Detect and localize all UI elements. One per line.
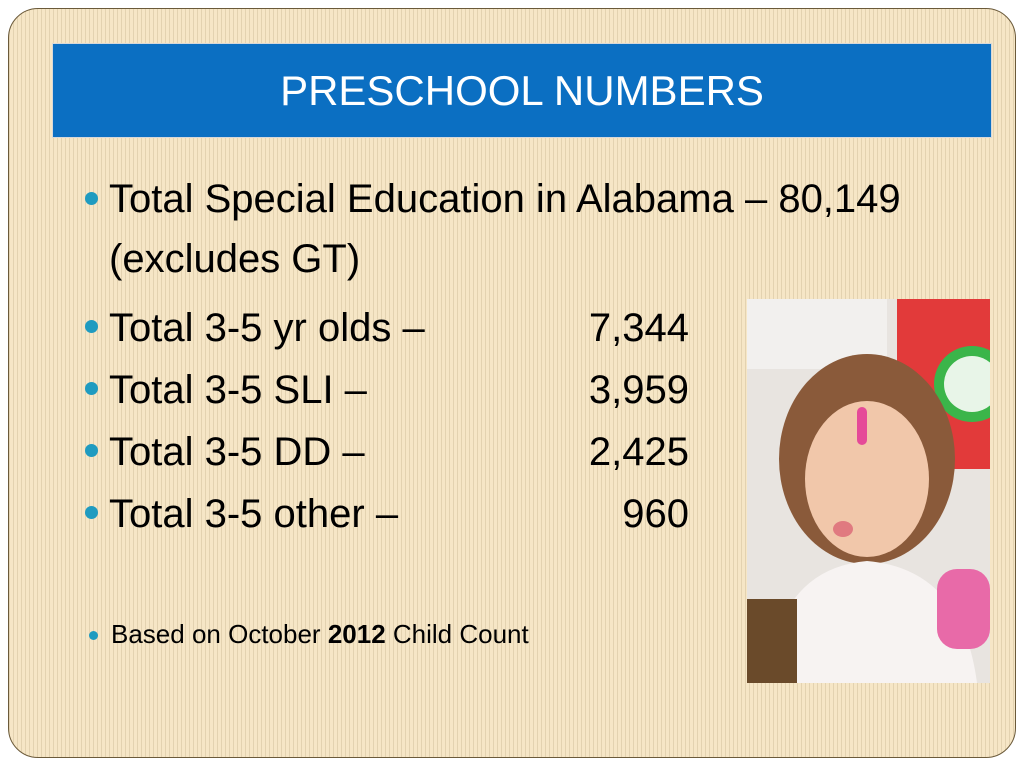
bullet-label: Total 3-5 yr olds – — [109, 306, 425, 350]
bullet-list: Total Special Education in Alabama – 80,… — [79, 169, 959, 545]
note-text: Based on October — [111, 619, 321, 649]
title-bar: PRESCHOOL NUMBERS — [52, 43, 992, 138]
shirt — [767, 561, 977, 683]
bullet: Total 3-5 DD – 2,425 — [79, 421, 959, 483]
bullet-label: Total 3-5 DD – — [109, 430, 365, 474]
bullet-value: 2,425 — [588, 430, 689, 474]
tongue — [833, 521, 853, 537]
bullet-value: 960 — [622, 492, 689, 536]
bullet: Total 3-5 SLI – 3,959 — [79, 359, 959, 421]
title: PRESCHOOL NUMBERS — [280, 66, 764, 114]
bullet: Total 3-5 other – 960 — [79, 483, 959, 545]
bullet-value: 7,344 — [588, 306, 689, 350]
bullet-value: 3,959 — [588, 368, 689, 412]
bullet: Total Special Education in Alabama – 80,… — [79, 169, 959, 297]
table — [747, 599, 797, 683]
bullet-label: Total 3-5 SLI – — [109, 368, 367, 412]
photo — [747, 299, 990, 683]
bullet-text: Total Special Education in Alabama – 80,… — [109, 177, 901, 281]
slide: PRESCHOOL NUMBERS Total Special Educatio… — [8, 8, 1016, 758]
note-year: 2012 — [327, 619, 386, 649]
footnote: Based on October 2012 Child Count — [87, 619, 529, 650]
sleeve — [937, 569, 990, 649]
clock-face — [944, 356, 990, 412]
clip — [857, 407, 867, 445]
bullet: Total 3-5 yr olds – 7,344 — [79, 297, 959, 359]
face — [805, 401, 929, 557]
bullet-label: Total 3-5 other – — [109, 492, 399, 536]
note-text: Child Count — [392, 619, 529, 649]
